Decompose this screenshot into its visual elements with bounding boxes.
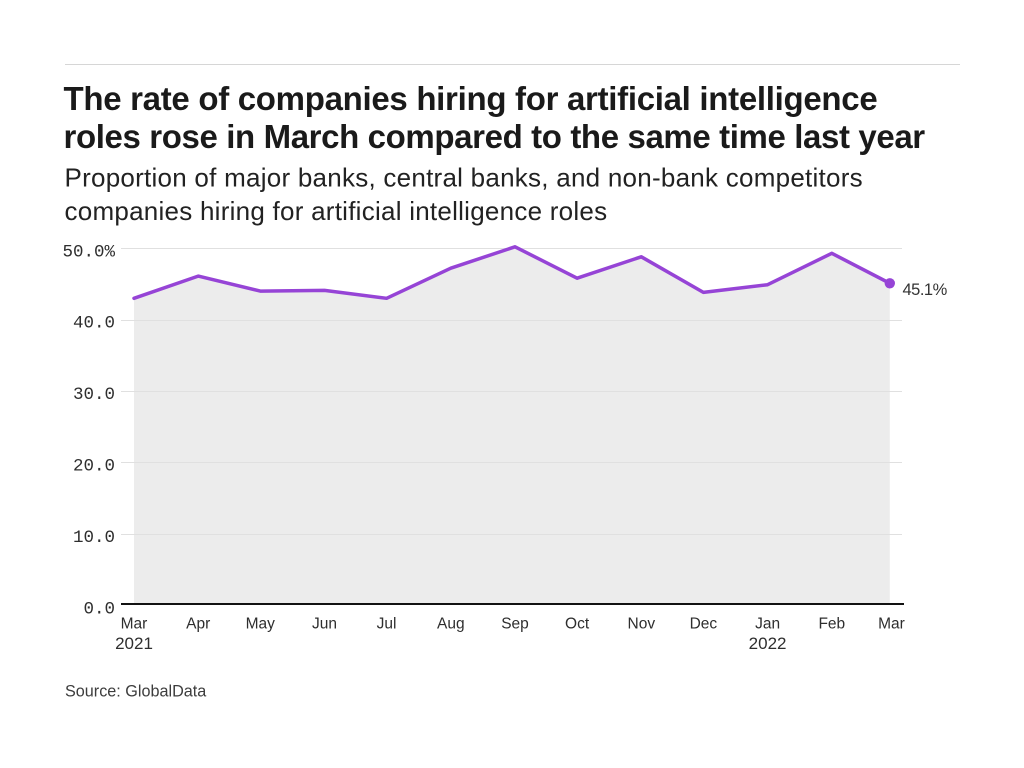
svg-text:20.0: 20.0 (73, 457, 115, 477)
svg-text:0.0: 0.0 (83, 600, 115, 620)
svg-text:Mar: Mar (878, 616, 905, 633)
svg-text:roles rose in March compared t: roles rose in March compared to the same… (64, 118, 926, 155)
svg-text:Source: GlobalData: Source: GlobalData (65, 683, 206, 701)
svg-text:30.0: 30.0 (73, 385, 115, 405)
svg-text:Sep: Sep (501, 616, 529, 633)
svg-text:10.0: 10.0 (73, 528, 115, 548)
svg-text:Aug: Aug (437, 616, 465, 633)
svg-text:Dec: Dec (690, 616, 718, 633)
svg-text:Jul: Jul (377, 616, 397, 633)
svg-text:Nov: Nov (628, 616, 656, 633)
svg-text:50.0%: 50.0% (62, 242, 115, 262)
svg-text:2022: 2022 (749, 634, 787, 653)
svg-text:45.1%: 45.1% (903, 281, 948, 299)
svg-text:Oct: Oct (565, 616, 590, 633)
svg-text:companies hiring for artificia: companies hiring for artificial intellig… (65, 196, 608, 226)
svg-text:Jan: Jan (755, 616, 780, 633)
svg-text:Proportion of major banks, cen: Proportion of major banks, central banks… (65, 163, 863, 193)
svg-text:Jun: Jun (312, 616, 337, 633)
svg-text:Feb: Feb (818, 616, 845, 633)
svg-text:40.0: 40.0 (73, 314, 115, 334)
svg-text:2021: 2021 (115, 634, 153, 653)
svg-text:The rate of companies hiring f: The rate of companies hiring for artific… (64, 80, 878, 117)
svg-text:May: May (246, 616, 276, 633)
svg-text:Apr: Apr (186, 616, 210, 633)
svg-text:Mar: Mar (121, 616, 148, 633)
